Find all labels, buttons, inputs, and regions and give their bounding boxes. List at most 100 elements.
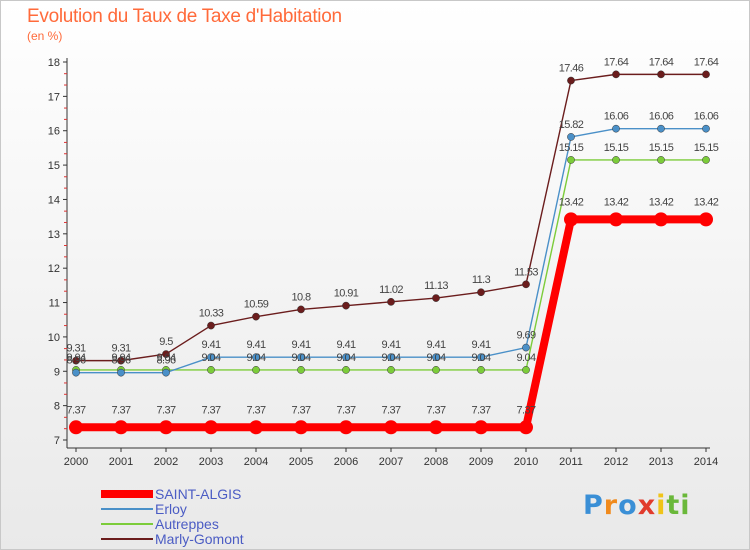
data-label: 11.3 xyxy=(472,274,491,286)
data-label: 13.42 xyxy=(649,196,674,208)
data-point xyxy=(612,70,620,79)
data-point xyxy=(114,420,128,435)
y-tick-label: 8 xyxy=(54,401,60,413)
data-point xyxy=(522,343,530,352)
data-point xyxy=(72,368,80,377)
data-label: 17.64 xyxy=(649,56,674,68)
data-label: 9.04 xyxy=(291,352,310,364)
x-tick-label: 2000 xyxy=(64,456,88,468)
x-tick-label: 2011 xyxy=(559,456,583,468)
data-point xyxy=(522,280,530,289)
logo-letter: t xyxy=(666,490,681,521)
logo-letter: r xyxy=(603,490,619,521)
data-label: 7.37 xyxy=(291,404,310,416)
legend-item: Marly-Gomont xyxy=(101,531,244,547)
data-label: 8.96 xyxy=(111,355,130,367)
data-point xyxy=(252,312,260,321)
data-point xyxy=(612,124,620,133)
data-point xyxy=(342,353,350,362)
data-point xyxy=(657,124,665,133)
data-label: 17.46 xyxy=(559,63,584,75)
data-point xyxy=(657,156,665,164)
data-label: 9.31 xyxy=(111,343,130,355)
data-point xyxy=(477,366,485,374)
data-point xyxy=(162,368,170,377)
data-label: 16.06 xyxy=(694,111,719,123)
y-tick-label: 18 xyxy=(48,57,60,69)
y-tick-label: 7 xyxy=(54,435,60,447)
data-label: 10.91 xyxy=(334,288,359,300)
x-tick-label: 2012 xyxy=(604,456,628,468)
x-tick-label: 2010 xyxy=(514,456,538,468)
legend-swatch xyxy=(101,537,153,540)
data-label: 9.41 xyxy=(291,339,310,351)
data-label: 7.37 xyxy=(381,404,400,416)
logo-letter: i xyxy=(680,490,691,521)
legend-label: Autreppes xyxy=(155,515,219,532)
chart-subtitle: (en %) xyxy=(27,29,63,43)
data-point xyxy=(297,353,305,362)
data-label: 9.5 xyxy=(159,336,173,348)
data-label: 8.96 xyxy=(156,355,175,367)
data-label: 9.41 xyxy=(381,339,400,351)
data-point xyxy=(204,420,218,435)
data-point xyxy=(477,288,485,297)
data-labels-layer: 7.37 7.37 7.37 7.37 7.37 7.37 7.37 7.37 7.37 7.37… xyxy=(66,56,719,416)
x-tick-label: 2004 xyxy=(244,456,268,468)
data-point xyxy=(564,212,578,227)
data-point xyxy=(117,368,125,377)
data-point xyxy=(207,353,215,362)
data-label: 9.04 xyxy=(246,352,265,364)
legend-item: Erloy xyxy=(101,501,244,517)
data-label: 9.04 xyxy=(426,352,445,364)
data-point xyxy=(294,420,308,435)
data-point xyxy=(429,420,443,435)
chart-legend: SAINT-ALGIS Erloy Autreppes Marly-Gomont xyxy=(101,486,244,547)
data-label: 7.37 xyxy=(111,404,130,416)
legend-swatch xyxy=(101,522,153,525)
data-label: 9.41 xyxy=(426,339,445,351)
data-point xyxy=(249,420,263,435)
data-label: 9.04 xyxy=(156,352,175,364)
data-point xyxy=(699,212,713,227)
data-point xyxy=(609,212,623,227)
y-tick-label: 11 xyxy=(49,298,60,310)
data-point xyxy=(252,366,260,374)
data-label: 9.41 xyxy=(336,339,355,351)
data-label: 9.04 xyxy=(66,352,85,364)
data-label: 7.37 xyxy=(426,404,445,416)
data-label: 13.42 xyxy=(559,196,584,208)
x-tick-label: 2009 xyxy=(469,456,493,468)
data-label: 15.15 xyxy=(604,142,629,154)
data-label: 16.06 xyxy=(649,111,674,123)
data-label: 9.04 xyxy=(516,352,535,364)
y-tick-label: 13 xyxy=(48,229,60,241)
data-label: 17.64 xyxy=(694,56,719,68)
data-point xyxy=(654,212,668,227)
data-label: 9.04 xyxy=(201,352,220,364)
data-point xyxy=(384,420,398,435)
data-label: 9.04 xyxy=(471,352,490,364)
data-point xyxy=(342,366,350,374)
data-point xyxy=(207,366,215,374)
y-tick-label: 16 xyxy=(48,126,60,138)
data-label: 9.04 xyxy=(336,352,355,364)
data-point xyxy=(567,76,575,85)
proxiti-logo: Proxiti xyxy=(583,490,691,521)
data-label: 7.37 xyxy=(156,404,175,416)
data-label: 11.13 xyxy=(424,280,448,292)
data-label: 15.15 xyxy=(559,142,584,154)
data-point xyxy=(162,350,170,358)
logo-letter: i xyxy=(656,490,667,521)
data-label: 9.41 xyxy=(246,339,265,351)
logo-letter: x xyxy=(637,490,657,521)
x-tick-label: 2014 xyxy=(694,456,718,468)
data-label: 10.59 xyxy=(244,299,269,311)
data-point xyxy=(252,353,260,362)
y-tick-label: 12 xyxy=(48,263,60,275)
data-point xyxy=(432,294,440,302)
data-point xyxy=(342,301,350,310)
legend-item: SAINT-ALGIS xyxy=(101,486,244,502)
